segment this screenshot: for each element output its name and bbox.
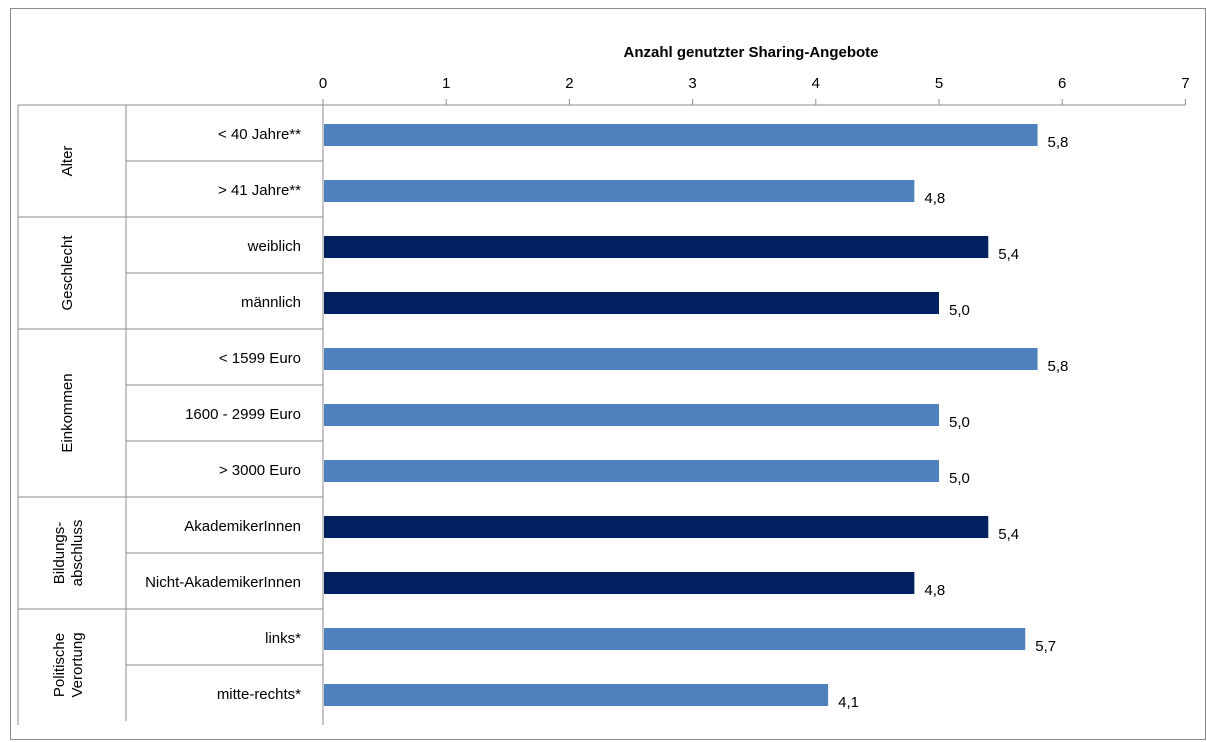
category-label: < 40 Jahre** (218, 126, 301, 143)
category-label: > 41 Jahre** (218, 182, 301, 199)
category-labels: < 40 Jahre** > 41 Jahre** weiblich männlich… (126, 126, 323, 703)
x-tick-label: 0 (319, 75, 327, 92)
data-label: 5,7 (1035, 638, 1056, 655)
bar (324, 348, 1038, 370)
data-label: 5,0 (949, 414, 970, 431)
x-tick-label: 1 (442, 75, 450, 92)
group-label: Bildungs-abschluss (51, 520, 86, 587)
chart-title: Anzahl genutzter Sharing-Angebote (624, 44, 879, 61)
category-label: mitte-rechts* (217, 686, 301, 703)
bar (324, 236, 989, 258)
x-tick-label: 3 (688, 75, 696, 92)
bar (324, 516, 989, 538)
bar (324, 684, 829, 706)
data-label: 5,0 (949, 470, 970, 487)
group-labels: Alter Geschlecht Einkommen Bildungs-abschlu… (17, 105, 323, 725)
x-tick-label: 6 (1058, 75, 1066, 92)
data-label: 4,8 (924, 582, 945, 599)
data-label: 5,0 (949, 302, 970, 319)
bar (324, 124, 1038, 146)
group-label-line: Einkommen (59, 373, 76, 452)
x-tick-label: 4 (812, 75, 820, 92)
data-label: 4,8 (924, 190, 945, 207)
bar (324, 460, 939, 482)
category-label: Nicht-AkademikerInnen (145, 574, 301, 591)
bar (324, 628, 1026, 650)
bar (324, 572, 915, 594)
x-tick-label: 7 (1181, 75, 1189, 92)
category-label: < 1599 Euro (219, 350, 301, 367)
group-label-line: Verortung (69, 632, 86, 697)
data-label: 4,1 (838, 694, 859, 711)
bar-chart: Anzahl genutzter Sharing-Angebote 0 1 2 3 4 5… (17, 44, 1190, 725)
x-tick-label: 2 (565, 75, 573, 92)
bar (324, 292, 939, 314)
group-label-line: Politische (51, 633, 68, 697)
group-label-line: Geschlecht (59, 235, 76, 311)
x-axis: 0 1 2 3 4 5 6 7 (18, 75, 1190, 725)
group-label: Alter (59, 146, 76, 177)
category-label: weiblich (247, 238, 301, 255)
x-tick-label: 5 (935, 75, 943, 92)
category-label: männlich (241, 294, 301, 311)
data-label: 5,8 (1048, 358, 1069, 375)
category-label: links* (265, 630, 301, 647)
category-label: > 3000 Euro (219, 462, 301, 479)
group-label-line: abschluss (69, 520, 86, 587)
group-label-line: Alter (59, 146, 76, 177)
chart-frame: Anzahl genutzter Sharing-Angebote 0 1 2 3 4 5… (10, 8, 1206, 740)
bar (324, 180, 915, 202)
data-label: 5,4 (998, 246, 1019, 263)
category-label: AkademikerInnen (184, 518, 301, 535)
bar (324, 404, 939, 426)
data-label: 5,4 (998, 526, 1019, 543)
group-label: Einkommen (59, 373, 76, 452)
category-label: 1600 - 2999 Euro (185, 406, 301, 423)
group-label-line: Bildungs- (51, 522, 68, 585)
data-label: 5,8 (1048, 134, 1069, 151)
group-label: Geschlecht (59, 235, 76, 311)
group-label: PolitischeVerortung (51, 632, 86, 697)
bars: 5,8 4,8 5,4 5,0 5,8 5,0 5,0 5,4 4,8 5,7 4,1 (324, 124, 1068, 711)
